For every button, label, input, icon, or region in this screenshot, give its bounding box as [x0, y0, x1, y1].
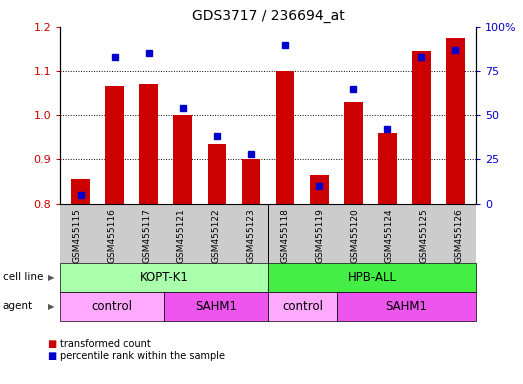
- Bar: [242, 159, 260, 204]
- Bar: [71, 179, 90, 204]
- Bar: [344, 102, 362, 204]
- Title: GDS3717 / 236694_at: GDS3717 / 236694_at: [191, 9, 345, 23]
- Bar: [208, 144, 226, 204]
- Bar: [174, 115, 192, 204]
- Text: ■: ■: [47, 351, 56, 361]
- Bar: [140, 84, 158, 204]
- Text: GSM455123: GSM455123: [246, 208, 255, 263]
- Bar: [310, 175, 328, 204]
- Bar: [412, 51, 431, 204]
- Text: KOPT-K1: KOPT-K1: [140, 271, 188, 284]
- Text: GSM455118: GSM455118: [281, 208, 290, 263]
- Text: GSM455126: GSM455126: [454, 208, 463, 263]
- Text: GSM455122: GSM455122: [212, 208, 221, 263]
- Bar: [378, 133, 396, 204]
- Text: agent: agent: [3, 301, 33, 311]
- Text: percentile rank within the sample: percentile rank within the sample: [60, 351, 225, 361]
- Text: GSM455125: GSM455125: [419, 208, 428, 263]
- Text: SAHM1: SAHM1: [385, 300, 428, 313]
- Text: GSM455119: GSM455119: [315, 208, 324, 263]
- Text: ▶: ▶: [49, 273, 55, 282]
- Bar: [105, 86, 124, 204]
- Text: GSM455120: GSM455120: [350, 208, 359, 263]
- Text: transformed count: transformed count: [60, 339, 151, 349]
- Text: GSM455117: GSM455117: [142, 208, 151, 263]
- Text: ■: ■: [47, 339, 56, 349]
- Text: control: control: [282, 300, 323, 313]
- Text: control: control: [92, 300, 133, 313]
- Text: GSM455116: GSM455116: [108, 208, 117, 263]
- Text: cell line: cell line: [3, 272, 43, 283]
- Text: HPB-ALL: HPB-ALL: [347, 271, 396, 284]
- Text: GSM455121: GSM455121: [177, 208, 186, 263]
- Text: ▶: ▶: [49, 302, 55, 311]
- Text: SAHM1: SAHM1: [195, 300, 237, 313]
- Bar: [276, 71, 294, 204]
- Text: GSM455124: GSM455124: [385, 208, 394, 263]
- Bar: [446, 38, 465, 204]
- Text: GSM455115: GSM455115: [73, 208, 82, 263]
